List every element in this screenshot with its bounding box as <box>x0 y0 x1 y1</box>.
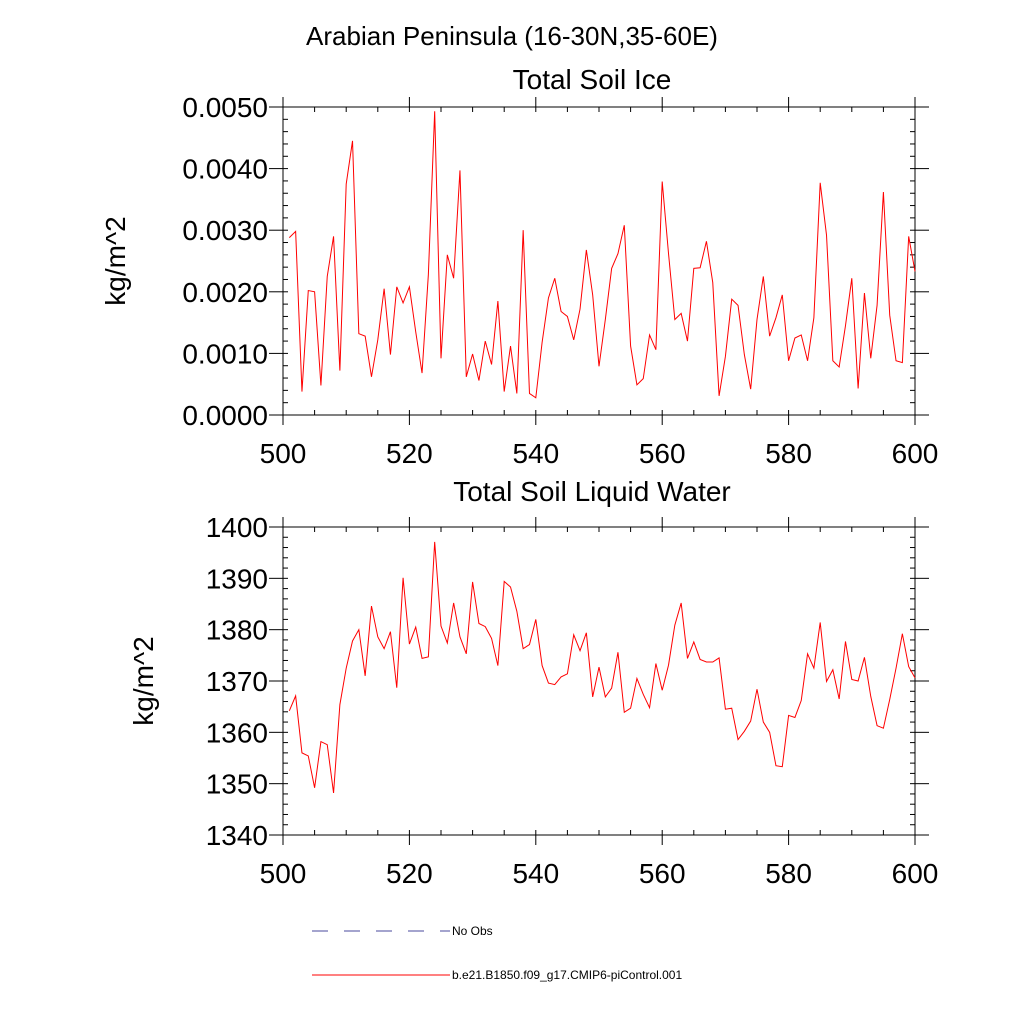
x-tick-label: 500 <box>260 858 307 889</box>
chart-title: Total Soil Liquid Water <box>453 476 731 507</box>
y-tick-label: 1370 <box>206 666 268 697</box>
y-tick-label: 1400 <box>206 512 268 543</box>
x-tick-label: 600 <box>892 858 939 889</box>
legend-label-no-obs: No Obs <box>452 924 493 938</box>
x-tick-label: 560 <box>639 438 686 469</box>
panel-total-soil-liquid-water: Total Soil Liquid Water kg/m^2 500 520 540 56… <box>128 476 938 889</box>
x-tick-label: 500 <box>260 438 307 469</box>
x-tick-label: 560 <box>639 858 686 889</box>
plot-frame <box>282 526 916 836</box>
y-tick-label: 0.0050 <box>182 92 268 123</box>
y-axis-label: kg/m^2 <box>128 636 159 725</box>
x-tick-label: 540 <box>512 858 559 889</box>
x-tick-label: 580 <box>765 438 812 469</box>
y-tick-label: 1350 <box>206 769 268 800</box>
x-tick-label: 520 <box>386 858 433 889</box>
y-tick-label: 0.0000 <box>182 400 268 431</box>
y-tick-label: 0.0010 <box>182 338 268 369</box>
x-tick-label: 580 <box>765 858 812 889</box>
legend: No Obs b.e21.B1850.f09_g17.CMIP6-piContr… <box>312 924 682 982</box>
series-line <box>288 111 916 399</box>
plot-frame <box>282 106 916 416</box>
x-tick-label: 540 <box>512 438 559 469</box>
y-axis-label: kg/m^2 <box>100 216 131 305</box>
y-tick-label: 0.0030 <box>182 215 268 246</box>
y-tick-label: 0.0040 <box>182 154 268 185</box>
y-tick-label: 1360 <box>206 717 268 748</box>
figure-title: Arabian Peninsula (16-30N,35-60E) <box>306 21 718 51</box>
chart-title: Total Soil Ice <box>513 64 672 95</box>
y-tick-label: 1380 <box>206 615 268 646</box>
legend-label-model: b.e21.B1850.f09_g17.CMIP6-piControl.001 <box>452 968 682 982</box>
x-tick-label: 600 <box>892 438 939 469</box>
x-tick-label: 520 <box>386 438 433 469</box>
y-tick-label: 1390 <box>206 563 268 594</box>
y-tick-label: 1340 <box>206 820 268 851</box>
y-tick-label: 0.0020 <box>182 277 268 308</box>
series-line <box>288 541 916 793</box>
panel-total-soil-ice: Total Soil Ice kg/m^2 500 520 540 560 580 600 0.… <box>100 64 938 469</box>
